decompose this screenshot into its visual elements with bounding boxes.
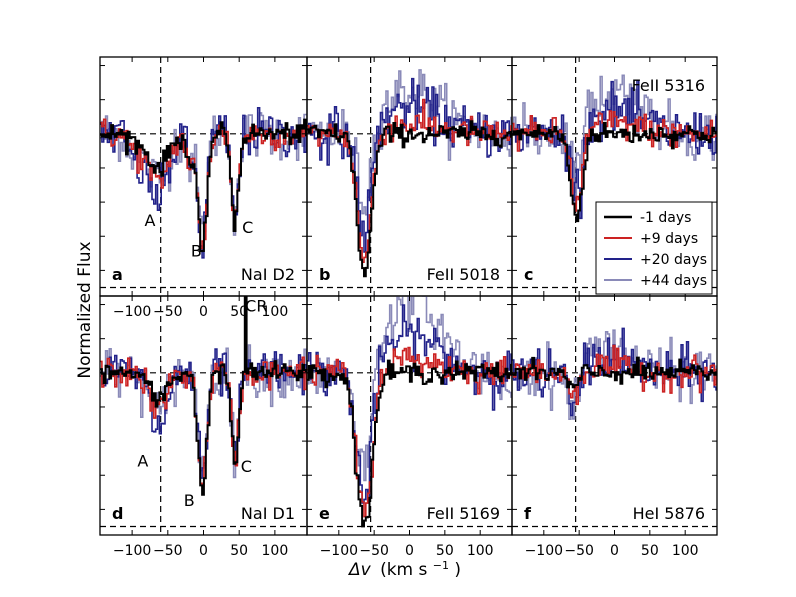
x-tick-label: −100 — [320, 543, 358, 559]
panel-d-plot — [100, 296, 307, 535]
x-tick-label: 0 — [199, 543, 208, 559]
feature-label-b: B — [191, 242, 202, 261]
x-tick-label: 100 — [467, 543, 494, 559]
panel-c: c FeII 5316 — [511, 56, 718, 297]
x-axis-label-units: (km s — [380, 560, 427, 580]
series--20-days — [307, 304, 512, 504]
panel-b-frame — [306, 56, 513, 297]
panel-e-plot — [307, 296, 512, 535]
x-tick-label: 0 — [199, 304, 208, 320]
series--9-days — [307, 346, 512, 518]
y-axis-label: Normalized Flux — [75, 241, 95, 378]
panel-d-frame — [99, 295, 308, 536]
feature-label-c: C — [242, 218, 253, 237]
x-tick-label: 0 — [610, 543, 619, 559]
legend-entry-label: +20 days — [640, 252, 707, 268]
legend: -1 days +9 days +20 days +44 days — [595, 201, 713, 295]
panel-b-plot — [307, 57, 512, 296]
series--1-days — [307, 120, 512, 278]
panel-letter: b — [319, 265, 330, 284]
panel-a-plot — [100, 57, 307, 296]
series--44-days — [307, 69, 512, 216]
x-axis-label-sup: −1 — [433, 559, 449, 572]
panel-f-plot — [512, 296, 717, 535]
panel-title: NaI D1 — [241, 504, 295, 523]
panel-title: NaI D2 — [241, 265, 295, 284]
feature-label-b: B — [184, 491, 195, 510]
series--1-days — [100, 118, 307, 253]
panel-b: b FeII 5018 — [306, 56, 513, 297]
x-tick-label: 100 — [262, 304, 289, 320]
panel-letter: a — [112, 265, 123, 284]
feature-label-cr: CR — [245, 296, 267, 315]
legend-entry-label: -1 days — [640, 210, 691, 226]
panel-title: HeI 5876 — [633, 504, 705, 523]
legend-entry-label: +44 days — [640, 273, 707, 289]
x-tick-label: −50 — [359, 543, 389, 559]
feature-label-a: A — [137, 452, 148, 471]
panel-letter: f — [524, 504, 532, 523]
panel-f: −100 −50 0 50 100 f HeI 5876 — [511, 295, 718, 559]
panel-letter: d — [112, 504, 123, 523]
series--1-days — [307, 359, 512, 528]
x-tick-label: 50 — [436, 543, 454, 559]
x-tick-label: −100 — [525, 543, 563, 559]
x-tick-label: −50 — [153, 543, 183, 559]
x-tick-label: 100 — [262, 543, 289, 559]
x-tick-label: −50 — [564, 543, 594, 559]
panel-a: −100 −50 0 50 100 a NaI D2 A B C — [99, 56, 308, 320]
svg-text:Δv (km s −1: Δv (km s −1 ) — [347, 554, 461, 580]
feature-label-c: C — [241, 457, 252, 476]
panel-a-frame — [99, 56, 308, 297]
panel-title: FeII 5169 — [427, 504, 500, 523]
series--20-days — [307, 77, 512, 253]
feature-label-a: A — [144, 211, 155, 230]
x-tick-label: 50 — [230, 304, 248, 320]
x-tick-label: 50 — [230, 543, 248, 559]
x-tick-label: 50 — [641, 543, 659, 559]
panel-title: FeII 5316 — [632, 76, 705, 95]
panel-letter: e — [319, 504, 330, 523]
series--1-days — [512, 356, 717, 389]
x-tick-label: −100 — [113, 304, 151, 320]
series--1-days — [512, 121, 717, 223]
legend-entry-label: +9 days — [640, 231, 698, 247]
x-tick-label: 100 — [672, 543, 699, 559]
x-tick-label: −50 — [153, 304, 183, 320]
x-axis-label-symbol: Δv — [347, 560, 372, 580]
panel-title: FeII 5018 — [427, 265, 500, 284]
x-axis-label: Δv (km s −1 ) — [347, 554, 461, 580]
x-tick-label: −100 — [113, 543, 151, 559]
x-tick-label: 0 — [405, 543, 414, 559]
series--1-days — [100, 296, 307, 496]
panel-letter: c — [524, 265, 533, 284]
panel-e: −100 −50 0 50 100 e FeII 5169 — [306, 295, 513, 559]
